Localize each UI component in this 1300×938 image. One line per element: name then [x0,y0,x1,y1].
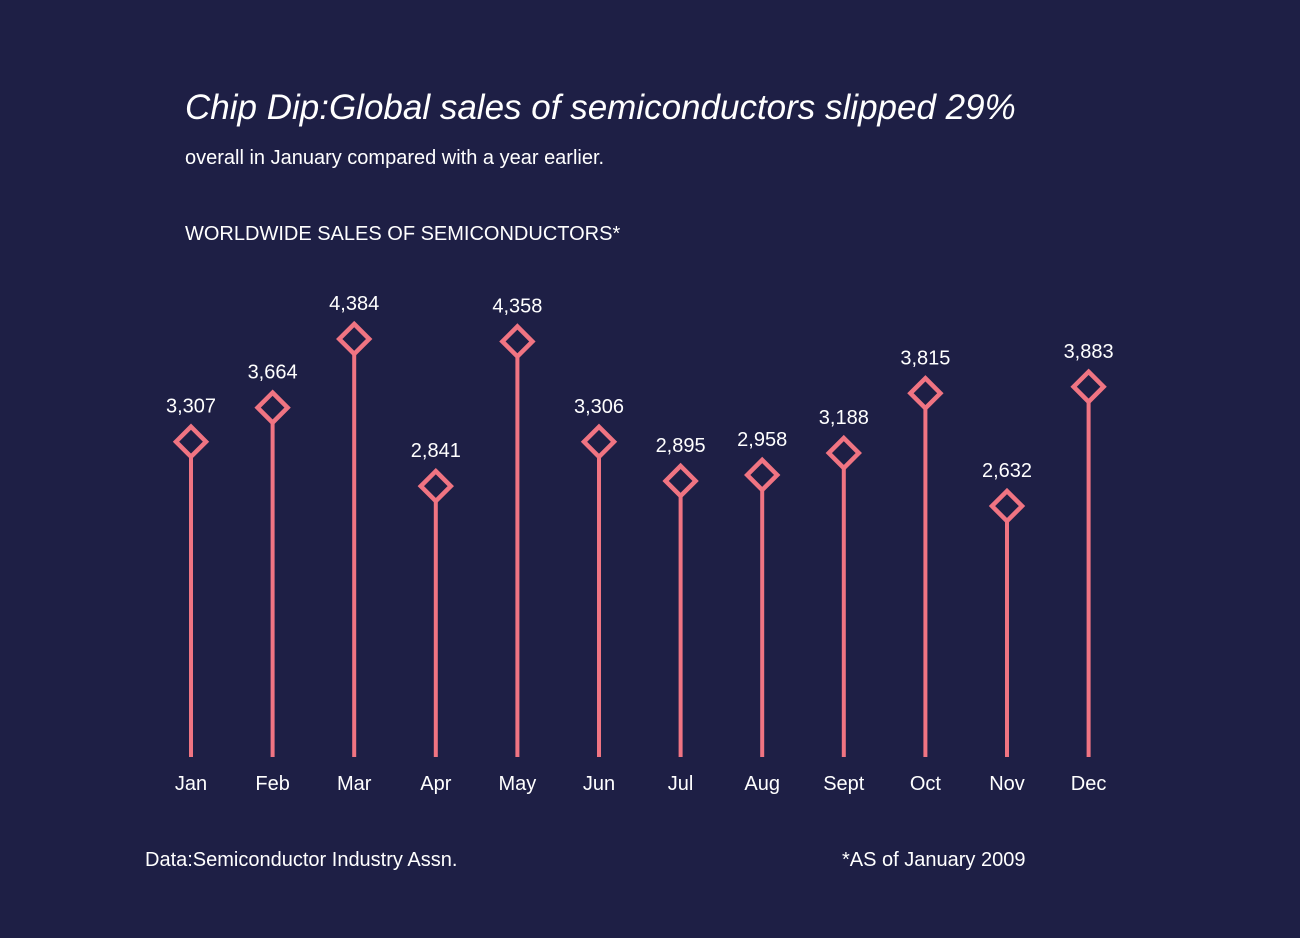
diamond-marker [499,323,536,360]
x-tick-label: Nov [989,773,1025,795]
data-label: 3,306 [574,396,624,418]
diamond-marker [1070,368,1107,405]
data-label: 2,632 [982,460,1032,482]
data-label: 3,188 [819,407,869,429]
diamond-marker [744,456,781,494]
diamond-marker [172,423,210,460]
x-tick-label: Mar [337,773,372,795]
diamond-marker [417,467,454,505]
diamond-marker [580,423,618,460]
chart-subtitle: overall in January compared with a year … [185,147,605,169]
x-tick-label: Aug [744,773,780,795]
data-label: 4,358 [492,295,542,317]
diamond-marker [907,375,944,412]
x-tick-label: Dec [1071,773,1107,795]
data-label: 3,815 [900,347,950,369]
chart-title: Chip Dip:Global sales of semiconductors … [185,88,1016,127]
data-label: 2,895 [656,435,706,457]
data-label: 2,958 [737,429,787,451]
diamond-marker [336,320,373,358]
data-label: 4,384 [329,293,379,315]
diamond-marker [254,389,291,426]
x-tick-label: Oct [910,773,942,795]
data-label: 3,883 [1064,341,1114,363]
diamond-marker [825,434,862,472]
x-tick-label: Sept [823,773,865,795]
diamond-marker [988,487,1026,525]
x-tick-label: Apr [420,773,451,795]
x-tick-label: Jan [175,773,207,795]
x-tick-label: Jun [583,773,615,795]
footnote: *AS of January 2009 [842,849,1026,871]
diamond-marker [662,462,699,500]
data-source-note: Data:Semiconductor Industry Assn. [145,849,458,871]
data-label: 3,307 [166,396,216,418]
x-tick-label: Jul [668,773,694,795]
data-label: 2,841 [411,440,461,462]
x-tick-label: May [499,773,537,795]
chart-heading: WORLDWIDE SALES OF SEMICONDUCTORS* [185,223,621,245]
x-tick-label: Feb [255,773,289,795]
data-label: 3,664 [248,362,298,384]
